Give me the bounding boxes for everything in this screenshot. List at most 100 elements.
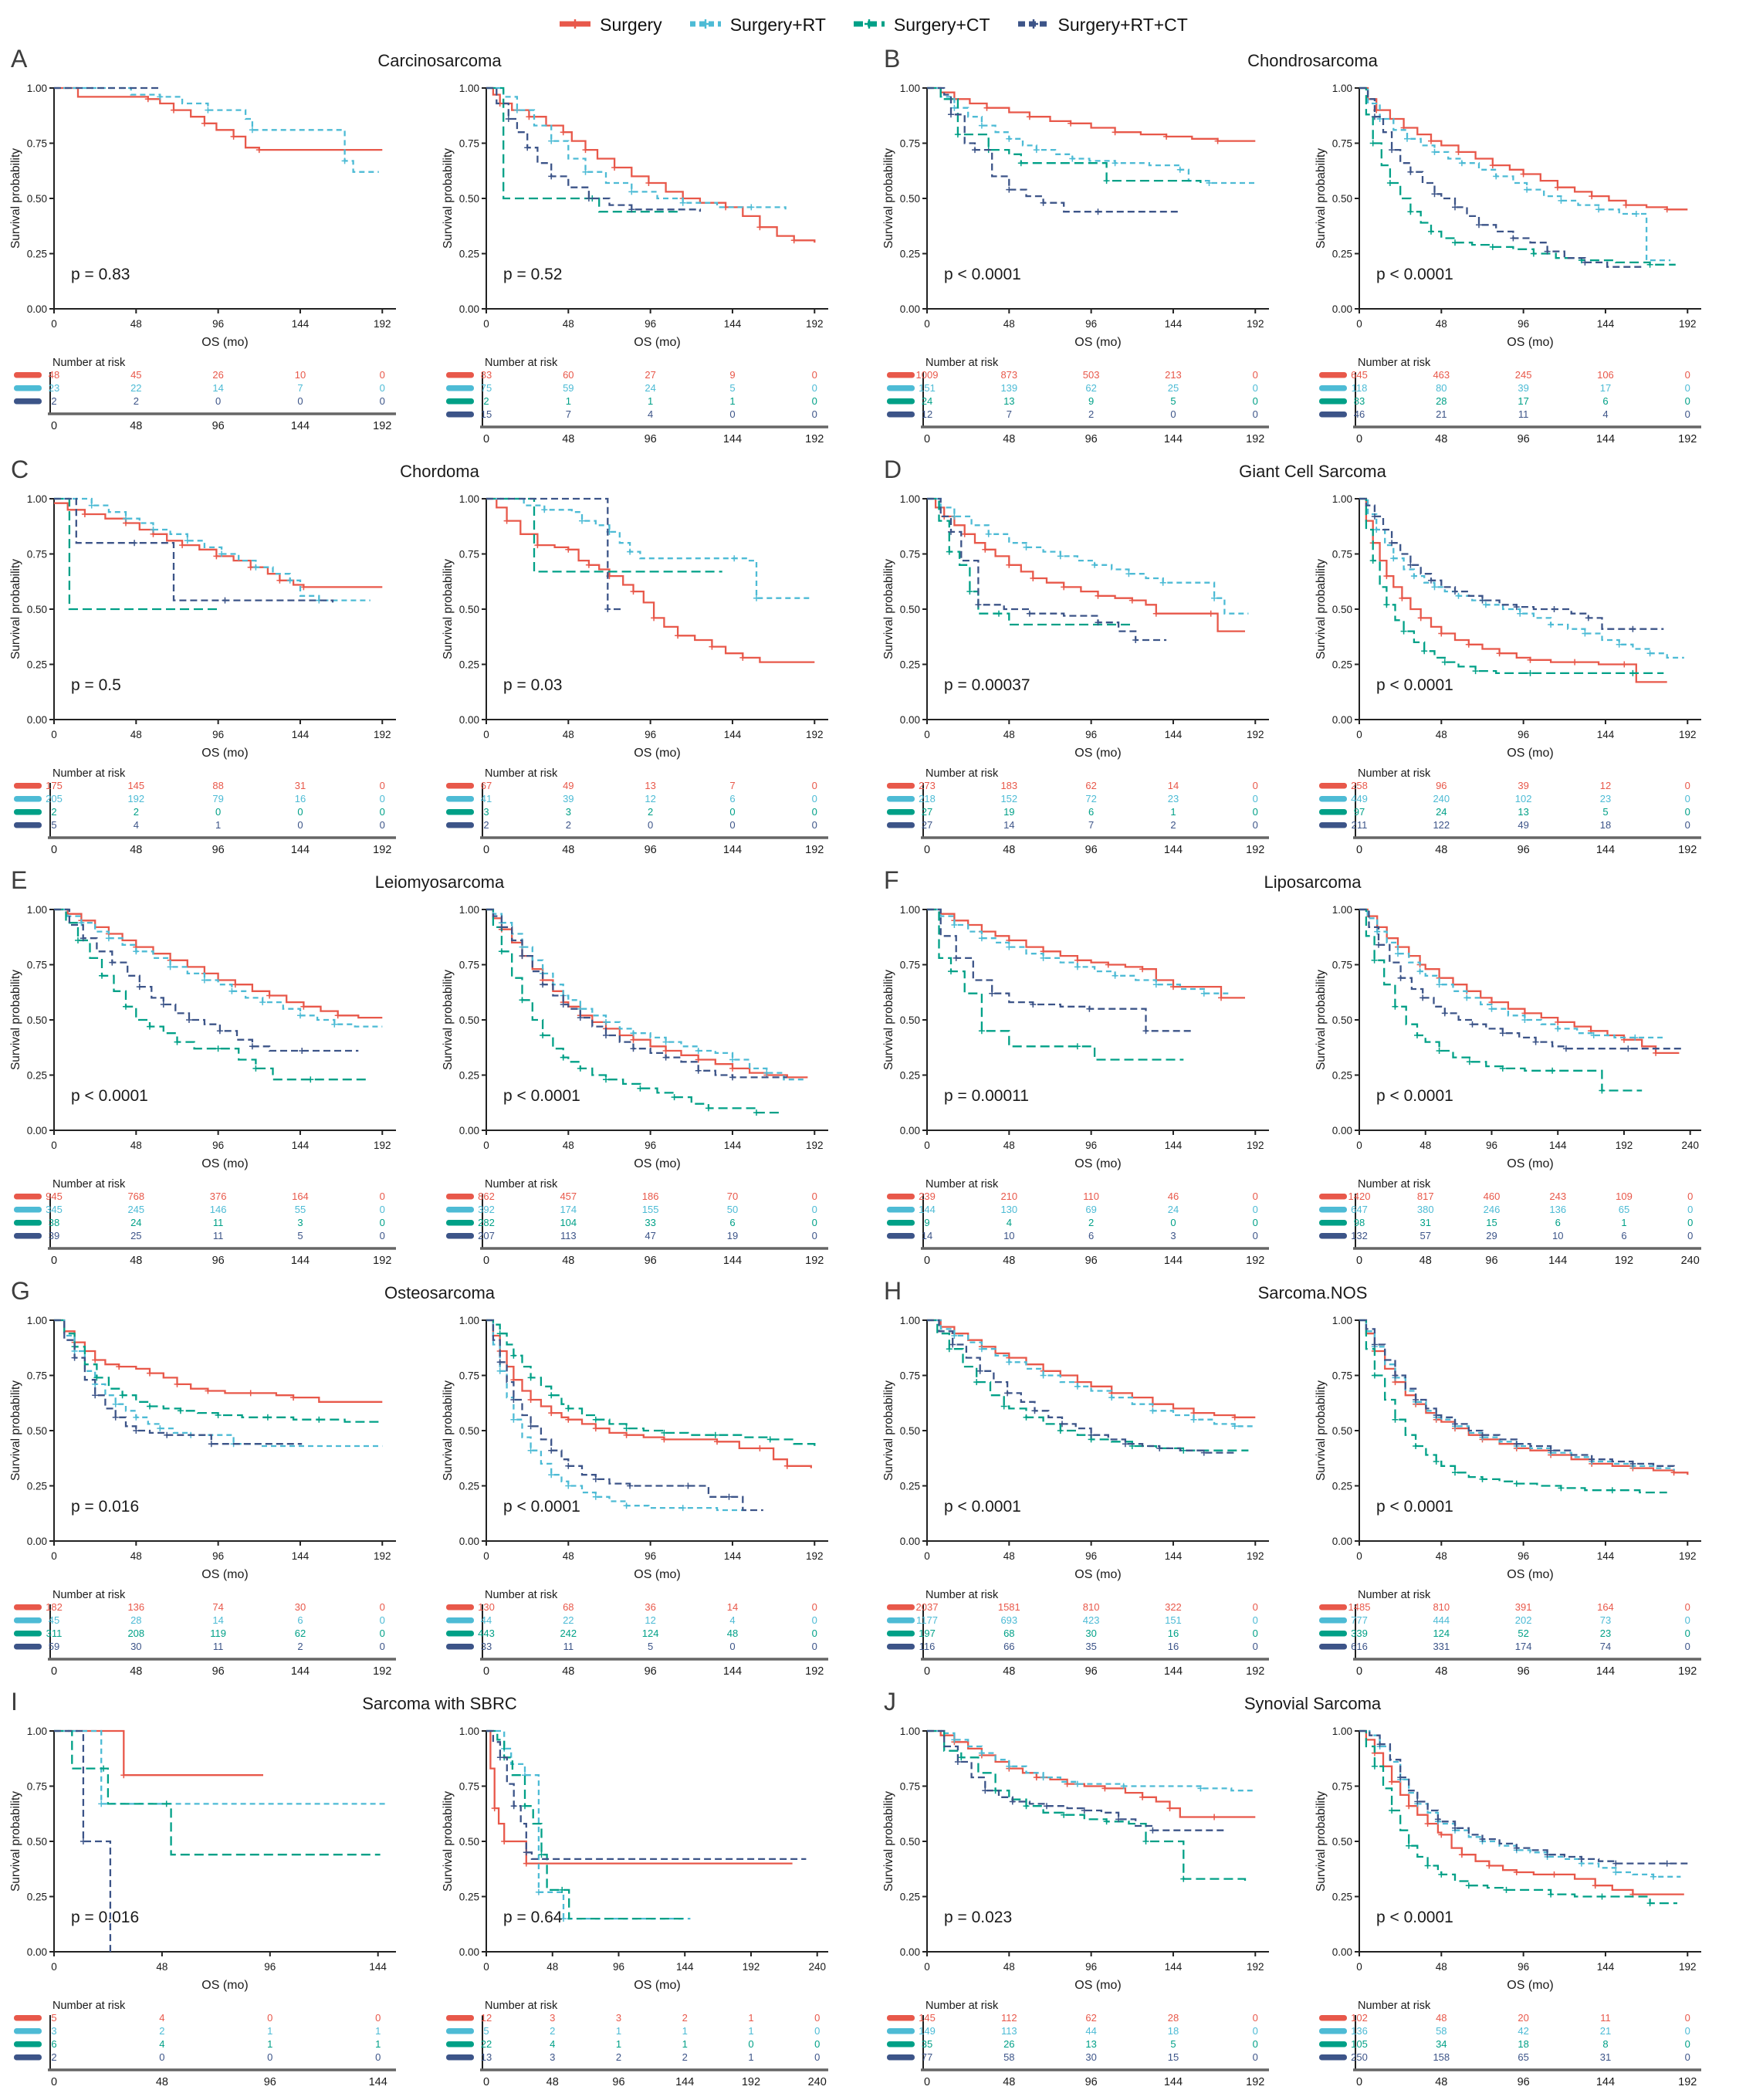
risk-row-key-icon [446, 412, 474, 418]
risk-count: 0 [1253, 793, 1258, 804]
risk-count: 2 [1088, 408, 1094, 420]
risk-x-tick-label: 96 [1485, 1255, 1497, 1267]
risk-row-key-icon [14, 1644, 42, 1650]
censor-marks [953, 954, 1149, 1035]
risk-x-tick-label: 48 [1003, 1255, 1015, 1267]
risk-x-tick-label: 48 [130, 420, 142, 432]
risk-count: 0 [380, 1204, 385, 1215]
risk-count: 132 [1351, 1230, 1368, 1241]
y-axis-label: Survival probability [1315, 970, 1328, 1070]
y-tick-label: 0.50 [900, 1425, 920, 1437]
y-tick-label: 0.00 [27, 1125, 47, 1136]
panel-title: Giant Cell Sarcoma [1239, 462, 1386, 481]
risk-count: 158 [1433, 2051, 1450, 2063]
risk-x-tick-label: 0 [483, 2076, 489, 2088]
risk-count: 13 [1518, 806, 1528, 818]
risk-count: 4 [159, 2038, 164, 2050]
risk-count: 26 [212, 369, 223, 381]
risk-count: 0 [1253, 1217, 1258, 1228]
km-curve-surgery-rt-ct [486, 908, 787, 1079]
figure-grid: A Carcinosarcoma 1.00 0.75 0.50 0.25 0.00 Survi… [0, 43, 1746, 2097]
risk-count: 13 [645, 780, 655, 791]
risk-count: 240 [1433, 793, 1450, 804]
censor-marks [71, 1348, 237, 1448]
risk-x-tick-label: 96 [212, 1255, 225, 1267]
risk-count: 10 [295, 369, 306, 381]
censor-marks [951, 104, 1213, 186]
risk-row-key-icon [14, 1233, 42, 1239]
y-tick-label: 0.00 [459, 714, 479, 726]
y-tick-label: 0.50 [459, 1425, 479, 1437]
y-tick-label: 0.25 [1332, 249, 1352, 260]
risk-row-key-icon [14, 1220, 42, 1226]
censor-marks [505, 116, 635, 213]
risk-x-tick-label: 144 [1596, 844, 1615, 856]
km-curve-surgery [54, 1319, 383, 1403]
risk-count: 4 [550, 2038, 555, 2050]
censor-marks [1371, 1372, 1616, 1494]
risk-count: 693 [1000, 1614, 1017, 1626]
risk-x-tick-label: 144 [723, 844, 742, 856]
risk-x-tick-label: 192 [1246, 844, 1264, 856]
risk-count: 4 [1602, 408, 1608, 420]
x-axis-label: OS (mo) [1507, 747, 1553, 760]
risk-count: 45 [49, 1614, 59, 1626]
x-tick-label: 192 [1679, 1550, 1697, 1562]
panel-title: Liposarcoma [1264, 872, 1362, 892]
x-tick-label: 192 [1247, 1961, 1264, 1973]
risk-count: 164 [292, 1191, 309, 1202]
risk-count: 0 [812, 793, 817, 804]
risk-count: 4 [159, 2012, 164, 2024]
risk-count: 4 [1007, 1217, 1012, 1228]
risk-count: 31 [295, 780, 306, 791]
p-value: p < 0.0001 [1376, 676, 1453, 694]
risk-count: 0 [267, 2051, 272, 2063]
x-tick-label: 48 [563, 1140, 574, 1151]
risk-count: 52 [1518, 1628, 1528, 1639]
risk-count: 3 [566, 806, 571, 818]
km-curve-surgery [927, 1319, 1256, 1418]
risk-row-key-icon [1319, 2041, 1347, 2048]
km-curve-surgery-rt-ct [927, 908, 1193, 1032]
y-axis-label: Survival probability [442, 970, 455, 1070]
risk-count: 24 [1168, 1204, 1179, 1215]
risk-count: 0 [812, 1204, 817, 1215]
km-curve-surgery [54, 1729, 263, 1777]
y-tick-label: 0.75 [1332, 1370, 1352, 1382]
risk-count: 47 [645, 1230, 655, 1241]
km-curve-surgery-rt [486, 1729, 691, 1920]
risk-row-key-icon [887, 822, 915, 828]
x-tick-label: 144 [1597, 1961, 1615, 1973]
y-tick-label: 0.75 [459, 549, 479, 561]
risk-count: 124 [642, 1628, 659, 1639]
risk-count: 0 [297, 806, 303, 818]
km-subplot-J-2: 1.00 0.75 0.50 0.25 0.00 Survival probability… [1315, 1726, 1701, 2088]
risk-count: 0 [1685, 1601, 1690, 1613]
risk-count: 9 [729, 369, 735, 381]
risk-count: 862 [478, 1191, 495, 1202]
km-curve-surgery-ct [927, 86, 1202, 183]
p-value: p < 0.0001 [503, 1087, 580, 1105]
y-tick-label: 0.75 [900, 960, 920, 971]
risk-count: 4 [648, 408, 653, 420]
risk-x-tick-label: 192 [1246, 433, 1264, 445]
x-tick-label: 192 [1679, 1961, 1697, 1973]
y-tick-label: 1.00 [459, 904, 479, 916]
y-tick-label: 0.25 [27, 659, 47, 671]
km-subplot-J-1: 1.00 0.75 0.50 0.25 0.00 Survival probability… [882, 1726, 1269, 2088]
risk-count: 14 [727, 1601, 738, 1613]
risk-count: 0 [812, 408, 817, 420]
risk-x-tick-label: 0 [51, 420, 57, 432]
risk-x-tick-label: 0 [1356, 1665, 1362, 1678]
risk-count: 503 [1083, 369, 1100, 381]
km-curve-surgery-ct [54, 908, 371, 1081]
risk-row-key-icon [1319, 809, 1347, 815]
y-tick-label: 0.50 [27, 604, 47, 615]
risk-count: 13 [481, 2051, 492, 2063]
risk-count: 0 [1253, 369, 1258, 381]
risk-x-tick-label: 192 [1678, 433, 1697, 445]
y-tick-label: 0.00 [27, 1536, 47, 1547]
y-axis-label: Survival probability [1315, 1380, 1328, 1481]
panel-letter: B [884, 45, 901, 73]
risk-count: 16 [1168, 1628, 1179, 1639]
